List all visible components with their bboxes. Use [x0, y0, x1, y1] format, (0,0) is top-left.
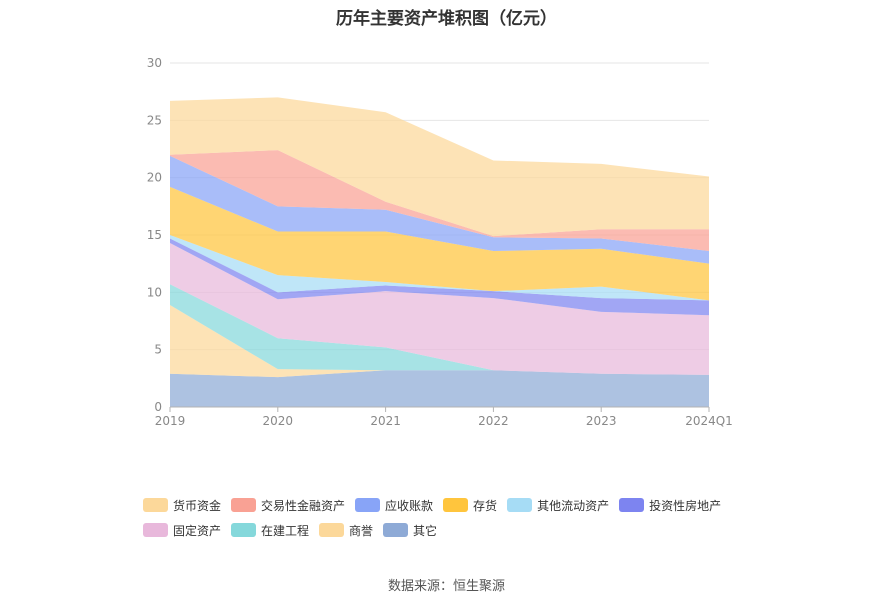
x-tick-label: 2022 [478, 414, 509, 428]
x-tick-label: 2023 [586, 414, 617, 428]
area-series-8[interactable] [170, 150, 709, 252]
legend-item[interactable]: 商誉 [319, 521, 373, 539]
legend-item[interactable]: 其他流动资产 [507, 496, 609, 514]
legend-item[interactable]: 交易性金融资产 [231, 496, 345, 514]
legend-item[interactable]: 货币资金 [143, 496, 221, 514]
x-tick-label: 2020 [263, 414, 294, 428]
legend-label: 其它 [413, 523, 438, 538]
legend-swatch [143, 523, 168, 537]
legend-label: 在建工程 [261, 523, 310, 538]
area-series-9[interactable] [170, 97, 709, 237]
legend-label: 其他流动资产 [537, 498, 610, 513]
y-tick-label: 25 [147, 113, 162, 127]
legend-label: 货币资金 [173, 498, 222, 513]
legend-item[interactable]: 其它 [383, 521, 437, 539]
legend-label: 交易性金融资产 [261, 498, 346, 513]
area-series-1[interactable] [170, 304, 709, 378]
legend-swatch [443, 498, 469, 512]
area-series-3[interactable] [170, 243, 709, 375]
chart-title: 历年主要资产堆积图（亿元） [336, 9, 557, 29]
legend-label: 应收账款 [385, 498, 434, 513]
legend-swatch [231, 498, 257, 512]
legend-label: 商誉 [349, 523, 374, 538]
legend-swatch [383, 523, 409, 537]
area-series-5[interactable] [170, 235, 709, 301]
legend-swatch [143, 498, 168, 512]
area-series-0[interactable] [170, 370, 709, 407]
legend-label: 存货 [473, 498, 498, 513]
y-tick-label: 20 [147, 171, 162, 185]
legend-swatch [507, 498, 533, 512]
legend-item[interactable]: 在建工程 [231, 521, 309, 539]
axes: 0 5 10 15 20 25 30 2019 2020 2021 2022 2023 2024Q1 [147, 56, 733, 428]
y-tick-label: 30 [147, 56, 162, 70]
legend-swatch [231, 523, 257, 537]
legend-item[interactable]: 投资性房地产 [619, 496, 721, 514]
x-tick-label: 2024Q1 [685, 414, 733, 428]
source-note: 数据来源：恒生聚源 [387, 579, 505, 594]
area-series-4[interactable] [170, 238, 709, 316]
legend-item[interactable]: 存货 [443, 496, 497, 514]
y-tick-label: 15 [147, 228, 162, 242]
legend-swatch [319, 523, 345, 537]
area-series-7[interactable] [170, 155, 709, 264]
y-tick-label: 0 [154, 400, 162, 414]
y-tick-label: 10 [147, 285, 162, 299]
legend-label: 投资性房地产 [649, 498, 722, 513]
legend-item[interactable]: 应收账款 [355, 496, 433, 514]
x-tick-label: 2019 [155, 414, 186, 428]
legend-swatch [619, 498, 645, 512]
area-layer [170, 97, 709, 407]
legend-item[interactable]: 固定资产 [143, 521, 221, 539]
area-series-6[interactable] [170, 186, 709, 301]
x-tick-label: 2021 [370, 414, 401, 428]
y-tick-label: 5 [154, 343, 162, 357]
legend-label: 固定资产 [173, 523, 222, 538]
area-series-2[interactable] [170, 284, 709, 375]
legend: 货币资金 交易性金融资产 应收账款 存货 其他流动资产 投资性房地产固定资产 在建工程 商誉 其… [143, 496, 783, 539]
legend-swatch [355, 498, 381, 512]
